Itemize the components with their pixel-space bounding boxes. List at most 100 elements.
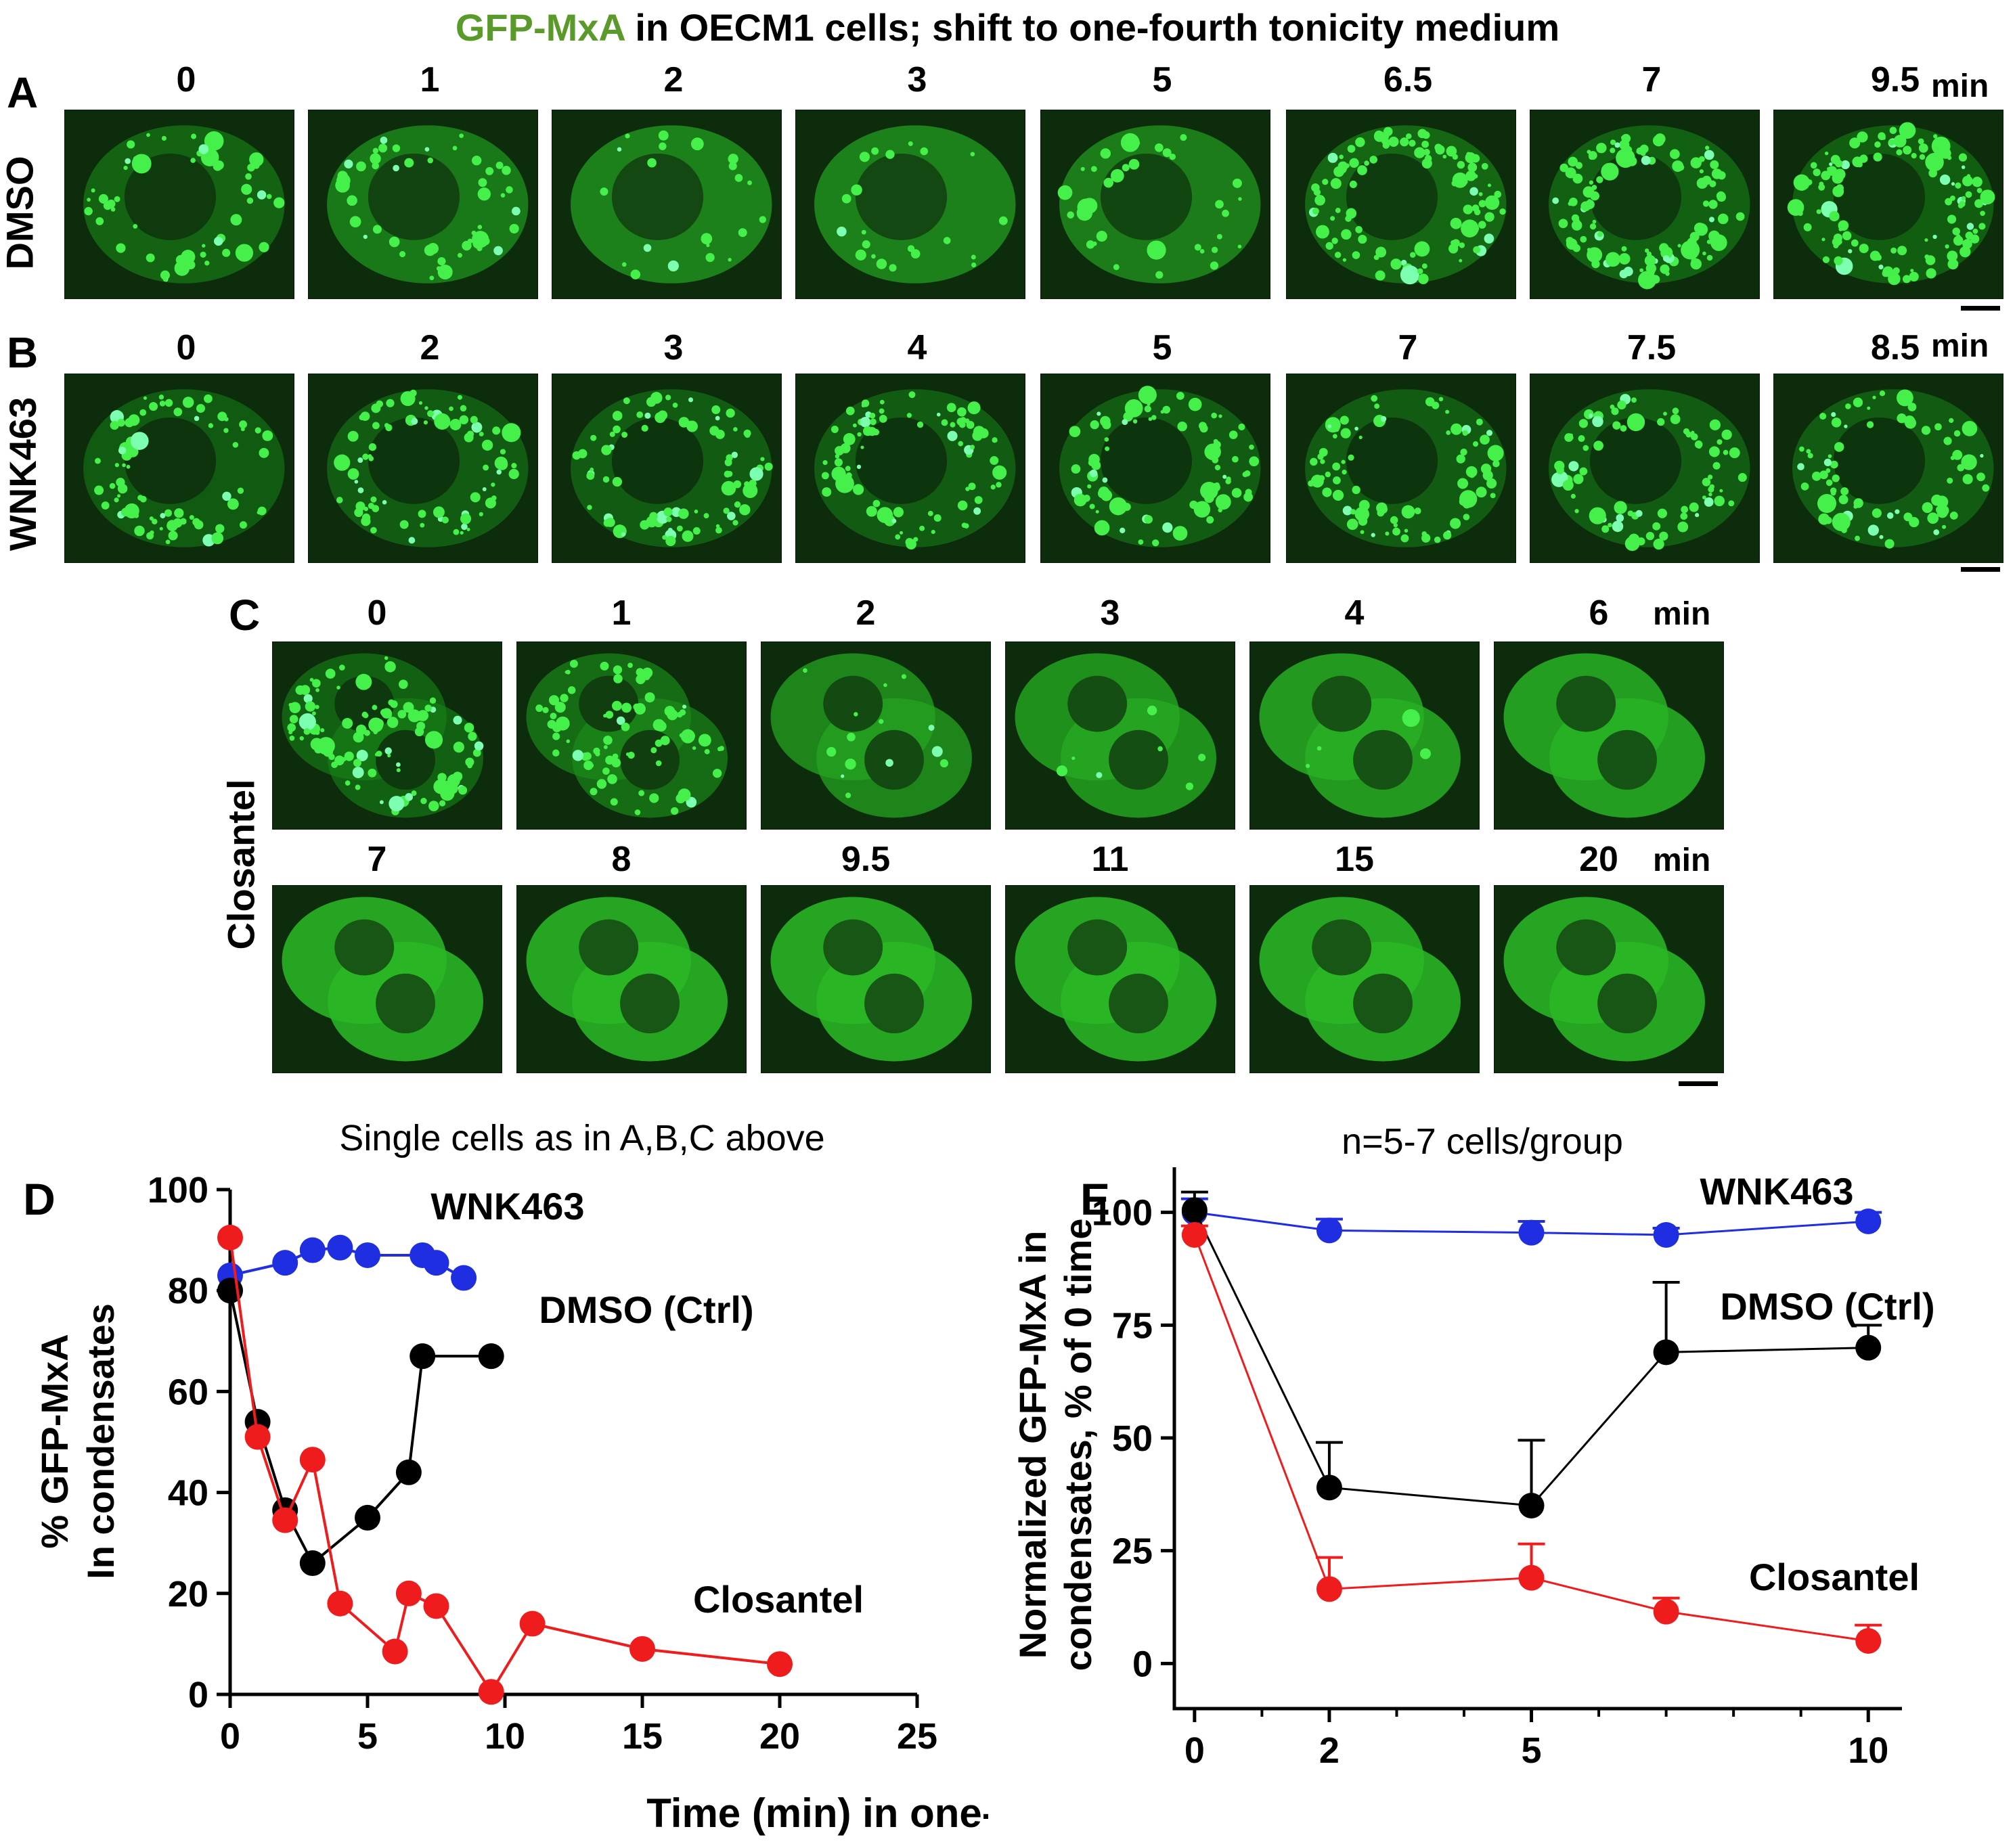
panel-a-image: [308, 110, 538, 299]
data-point: [355, 1504, 380, 1531]
chart-e-ylabel: Normalized GFP-MxA in: [1011, 1231, 1054, 1659]
data-point: [519, 1610, 546, 1637]
panel-a-image: [1040, 110, 1270, 299]
x-tick-label: 10: [485, 1716, 525, 1757]
data-point: [1855, 1628, 1882, 1654]
data-point: [423, 1250, 449, 1276]
panel-b-image: [795, 374, 1025, 563]
data-point: [382, 1638, 408, 1665]
panel-a-time-label: 9.5: [1870, 60, 1920, 99]
legend-wnk463: WNK463: [1700, 1170, 1853, 1213]
figure-title: GFP-MxA in OECM1 cells; shift to one-fou…: [455, 6, 1560, 49]
panel-a-unit: min: [1931, 68, 1989, 104]
data-point: [1316, 1217, 1342, 1244]
data-point: [478, 1343, 504, 1370]
panel-a-image: [1530, 110, 1760, 299]
data-point: [244, 1424, 271, 1450]
x-tick-label: 5: [357, 1716, 378, 1757]
data-point: [395, 1580, 422, 1606]
panel-c-image: [1494, 641, 1724, 830]
panel-c-letter: C: [229, 591, 261, 639]
data-point: [409, 1343, 436, 1370]
panel-c-image: [516, 641, 747, 830]
data-point: [1316, 1576, 1342, 1602]
legend-wnk463: WNK463: [430, 1185, 584, 1227]
panel-b-time-label: 3: [663, 328, 684, 367]
panel-b-image: [64, 374, 294, 563]
data-point: [395, 1459, 422, 1485]
panel-c-time-label: 3: [1100, 593, 1120, 633]
panel-c-scale-bar: [1679, 1081, 1718, 1086]
data-point: [1316, 1474, 1342, 1501]
panel-c-time-label: 15: [1335, 840, 1374, 879]
legend-dmso: DMSO (Ctrl): [539, 1288, 753, 1331]
data-point: [1518, 1219, 1545, 1246]
data-point: [299, 1447, 326, 1473]
panel-b-time-label: 4: [907, 328, 927, 367]
panel-a-time-label: 6.5: [1383, 60, 1433, 99]
x-tick-label: 2: [1319, 1730, 1339, 1771]
y-tick-label: 100: [148, 1170, 208, 1211]
panel-a-image: [795, 110, 1025, 299]
panel-a-time-label: 7: [1641, 60, 1662, 99]
panel-c-image: [1249, 885, 1480, 1073]
panel-a-condition-label: DMSO: [0, 156, 41, 270]
chart-e-ylabel: condensates, % of 0 time: [1057, 1218, 1099, 1671]
y-tick-label: 75: [1112, 1305, 1153, 1346]
series-line: [229, 1237, 780, 1695]
panel-b-time-label: 8.5: [1870, 328, 1920, 367]
panel-a-scale-bar: [1961, 306, 2000, 311]
panel-c-time-label: 8: [611, 840, 632, 879]
x-tick-label: 15: [622, 1716, 663, 1757]
panel-b-unit: min: [1931, 328, 1989, 364]
legend-dmso: DMSO (Ctrl): [1720, 1285, 1934, 1328]
data-point: [1181, 1197, 1208, 1223]
data-point: [1855, 1334, 1882, 1361]
panel-c-image: [1249, 641, 1480, 830]
panel-b-image: [308, 374, 538, 563]
panel-e-letter: E: [1080, 1174, 1110, 1224]
panel-c-time-label: 0: [367, 593, 387, 633]
data-point: [1181, 1222, 1208, 1248]
chart-d-xlabel: Time (min) in one-fourth tonicity at 37°…: [646, 1790, 988, 1836]
chart-e-title: n=5-7 cells/group: [1342, 1121, 1623, 1162]
chart-d-ylabel: % GFP-MxA: [33, 1334, 76, 1548]
panel-b-image: [1530, 374, 1760, 563]
data-point: [327, 1590, 353, 1617]
data-point: [1653, 1598, 1679, 1625]
y-tick-label: 25: [1112, 1531, 1153, 1572]
data-point: [451, 1265, 477, 1291]
panel-b-scale-bar: [1961, 567, 2000, 572]
panel-a-time-label: 0: [176, 60, 196, 99]
panel-b-image: [1773, 374, 2003, 563]
panel-c-condition-label: Closantel: [219, 779, 263, 950]
x-tick-label: 10: [1848, 1730, 1888, 1771]
panel-c-image: [272, 641, 502, 830]
panel-b-time-label: 7.5: [1626, 328, 1677, 367]
data-point: [272, 1507, 298, 1533]
panel-c-time-label: 6: [1589, 593, 1609, 633]
y-tick-label: 0: [188, 1675, 208, 1715]
y-tick-label: 20: [168, 1574, 208, 1615]
panel-c-time-label: 4: [1344, 593, 1365, 633]
panel-c-time-label: 20: [1579, 840, 1618, 879]
panel-b-time-label: 0: [176, 328, 196, 367]
data-point: [299, 1237, 326, 1263]
data-point: [423, 1593, 449, 1619]
x-tick-label: 0: [220, 1716, 240, 1757]
panel-b-image: [1040, 374, 1270, 563]
data-point: [767, 1651, 793, 1677]
x-tick-label: 5: [1522, 1730, 1542, 1771]
y-tick-label: 40: [168, 1473, 208, 1514]
legend-closantel: Closantel: [693, 1578, 864, 1621]
panel-a-time-label: 1: [420, 60, 440, 99]
panel-b-time-label: 7: [1398, 328, 1418, 367]
x-tick-label: 20: [759, 1716, 800, 1757]
x-tick-label: 25: [897, 1716, 937, 1757]
panel-c-image: [761, 885, 991, 1073]
data-point: [355, 1242, 380, 1268]
panel-d-letter: D: [23, 1174, 56, 1224]
panel-b-condition-label: WNK463: [1, 397, 45, 551]
chart-d-title: Single cells as in A,B,C above: [339, 1118, 824, 1158]
